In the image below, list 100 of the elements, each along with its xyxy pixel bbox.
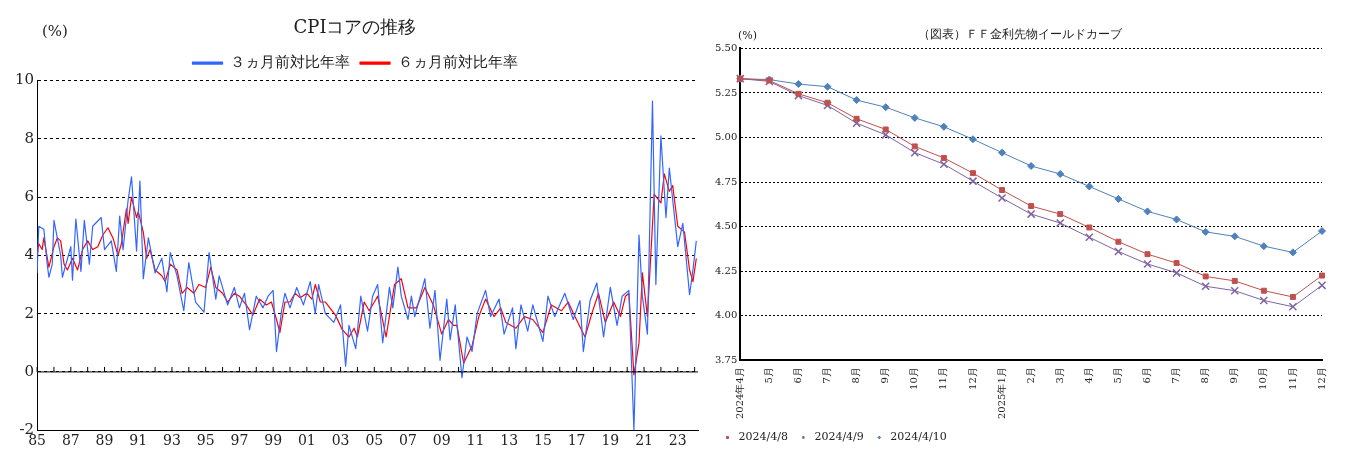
x-tick-label: 13: [500, 432, 519, 449]
point: [794, 80, 803, 89]
x-tick-label: 15: [533, 432, 552, 449]
x-tick-label: 2025年1月: [995, 367, 1007, 419]
chart-title: （図表）ＦＦ金利先物イールドカーブ: [917, 27, 1123, 42]
x-tick-label: 21: [635, 432, 653, 449]
x-tick-label: 7月: [821, 367, 833, 384]
point: [1259, 242, 1268, 251]
point: [939, 159, 949, 169]
point: [881, 130, 890, 140]
x-tick-label: 12月: [966, 367, 978, 390]
y-tick-label: 4: [24, 245, 35, 264]
legend-label: 2024/4/9: [814, 430, 864, 444]
point: [881, 103, 890, 112]
point: [1289, 293, 1296, 300]
y-tick-label: 6: [24, 187, 35, 206]
point: [1085, 232, 1094, 242]
point: [824, 99, 831, 106]
point: [940, 155, 947, 161]
point: [1028, 203, 1035, 210]
x-tick-label: 12月: [1315, 367, 1327, 390]
y-tick-label: 10: [14, 70, 35, 89]
x-tick-label: 03: [331, 432, 350, 449]
point: [910, 148, 920, 157]
x-tick-label: 17: [567, 432, 586, 449]
x-tick-label: 9月: [879, 367, 891, 384]
y-tick-label: 0: [24, 361, 35, 380]
y-tick-label: 5.25: [715, 86, 738, 98]
x-tick-label: 93: [163, 432, 181, 449]
x-tick-label: 2月: [1024, 367, 1036, 384]
x-tick-label: 5月: [762, 367, 774, 384]
x-tick-label: 11: [466, 432, 485, 449]
y-tick-label: 5.50: [715, 41, 738, 53]
point: [1114, 194, 1123, 203]
y-tick-label: 4.50: [715, 220, 738, 232]
point: [1201, 281, 1210, 291]
y-tick-label: 5.00: [715, 131, 738, 143]
x-tick-label: 87: [61, 432, 80, 449]
x-tick-label: 19: [601, 432, 620, 449]
point: [969, 170, 976, 177]
point: [997, 193, 1007, 203]
point: [1201, 227, 1210, 236]
y-tick-label: 2: [24, 303, 35, 322]
y-tick-label: 4.25: [715, 264, 738, 276]
x-tick-label: 6月: [1141, 367, 1153, 384]
point: [968, 135, 977, 144]
y-tick-label: 3.75: [715, 353, 738, 365]
x-tick-label: 91: [129, 432, 148, 449]
x-tick-label: 09: [432, 432, 451, 449]
x-tick-label: 9月: [1228, 367, 1240, 384]
x-tick-label: 3月: [1053, 367, 1065, 384]
y-tick-label: 4.00: [715, 309, 738, 321]
x-tick-label: 7月: [1170, 367, 1182, 384]
x-tick-label: 10月: [908, 367, 920, 390]
y-axis-title: (%): [42, 21, 68, 40]
x-tick-label: 10月: [1257, 367, 1269, 390]
point: [1319, 272, 1325, 279]
point: [1230, 232, 1239, 241]
point: [1143, 207, 1152, 216]
point: [1173, 260, 1180, 267]
chart-title: CPIコアの推移: [293, 16, 417, 38]
point: [1056, 170, 1065, 179]
x-tick-label: 4月: [1082, 367, 1094, 384]
x-tick-label: 2024年4月: [733, 367, 745, 419]
x-tick-label: 97: [230, 432, 249, 449]
legend-label: ６ヵ月前対比年率: [397, 52, 518, 71]
point: [1143, 259, 1152, 269]
y-tick-label: 8: [24, 128, 35, 147]
point: [852, 96, 861, 105]
x-tick-label: 11月: [937, 367, 949, 390]
point: [1259, 296, 1269, 305]
legend-label: 2024/4/10: [890, 430, 947, 444]
point: [853, 115, 860, 122]
x-tick-label: 8月: [850, 367, 862, 384]
x-tick-label: 8月: [1199, 367, 1211, 384]
point: [1055, 218, 1065, 228]
point: [1231, 277, 1238, 284]
point: [999, 187, 1006, 194]
point: [1026, 209, 1036, 219]
point: [1317, 281, 1327, 290]
point: [998, 148, 1007, 157]
x-tick-label: 99: [264, 432, 283, 449]
point: [1230, 286, 1240, 295]
point: [1115, 238, 1122, 245]
point: [1260, 287, 1267, 294]
point: [1027, 161, 1036, 170]
x-tick-label: 23: [668, 432, 687, 449]
point: [1318, 227, 1326, 236]
point: [1114, 247, 1123, 256]
x-tick-label: 5月: [1111, 367, 1123, 384]
point: [882, 126, 889, 133]
x-tick-label: 01: [297, 432, 316, 449]
point: [1172, 215, 1181, 224]
x-tick-label: 11月: [1286, 367, 1298, 390]
point: [1086, 224, 1093, 231]
point: [939, 122, 948, 131]
point: [1144, 251, 1151, 258]
point: [1288, 302, 1298, 312]
point: [911, 143, 918, 150]
point: [823, 82, 832, 91]
